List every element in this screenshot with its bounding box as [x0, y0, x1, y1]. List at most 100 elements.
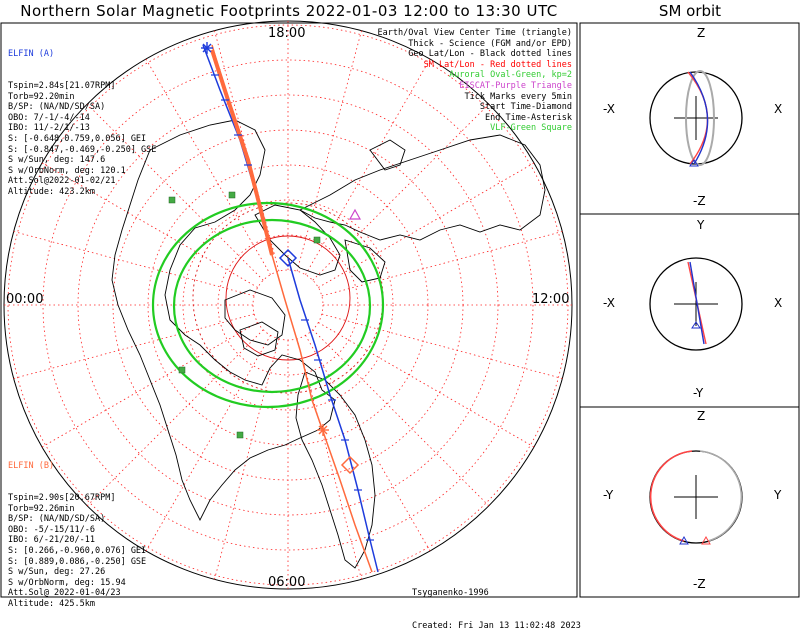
- elfin-a-line: S w/Sun, deg: 147.6: [8, 155, 106, 166]
- sm-lon-spoke: [318, 162, 535, 288]
- map-panel-frame: [0, 22, 578, 598]
- elfin-b-line: Torb=92.26min: [8, 503, 75, 514]
- orbit-xy-right: X: [774, 296, 783, 310]
- vlf-square: [178, 366, 186, 374]
- orbit-triangle: [701, 535, 711, 545]
- elfin-b-line: IBO: 6/-21/20/-11: [8, 535, 95, 546]
- credit-model: Tsyganenko-1996: [412, 588, 489, 598]
- auroral-oval: [151, 201, 385, 409]
- sm-lat-ring: [217, 234, 359, 376]
- orbit-yz-top: Z: [697, 409, 706, 423]
- orbit-yz-right: Y: [774, 488, 782, 502]
- orbit-panel-title: SM orbit: [658, 2, 722, 20]
- orbit-frame-xy: [579, 213, 800, 408]
- sm-lon-spoke: [296, 338, 362, 580]
- legend-entry: Thick - Science (FGM and/or EPD): [408, 38, 572, 49]
- orbit-xy-left: -X: [603, 296, 615, 310]
- auroral-oval-outer: [151, 201, 385, 409]
- continent-outlines: [111, 119, 546, 569]
- vlf-square: [168, 196, 176, 204]
- satellite-tracks: [201, 42, 379, 573]
- legend-entry: VLF-Green Square: [490, 123, 572, 134]
- orbit-path-a: [689, 261, 705, 345]
- sm-lon-spoke: [41, 322, 258, 448]
- vlf-square: [236, 431, 244, 439]
- elfin-b-line: Tspin=2.90s[20.67RPM]: [8, 492, 116, 503]
- orbit-xz-right: X: [774, 102, 783, 116]
- legend-entry: Auroral Oval-Green, kp=2: [449, 70, 572, 81]
- sm-lon-spoke: [86, 329, 264, 507]
- orbit-xy-top: Y: [697, 218, 705, 232]
- hour-label-left: 00:00: [6, 292, 44, 307]
- sm-lat-ring: [112, 129, 464, 481]
- elfin-b-info: ELFIN (B) Tspin=2.90s[20.67RPM] Torb=92.2…: [8, 440, 146, 620]
- hour-label-right: 12:00: [532, 292, 570, 307]
- footprint-plot: [0, 20, 800, 598]
- orbit-path-b: [685, 70, 715, 166]
- orbit-frame-yz: [579, 406, 800, 598]
- sm-lon-spoke: [13, 313, 255, 379]
- orbit-earth-circle: [649, 257, 743, 351]
- elfin-a-line: B/SP: (NA/ND/SD/SA): [8, 102, 106, 113]
- orbit-xz-left: -X: [603, 102, 615, 116]
- legend-entry: Geo Lat/Lon - Black dotted lines: [408, 49, 572, 60]
- orbit-triangle: [691, 321, 701, 329]
- hour-label-bottom: 06:00: [268, 575, 306, 590]
- sm-lon-spoke: [86, 103, 264, 281]
- legend: Earth/Oval View Center Time (triangle) Th…: [378, 28, 572, 134]
- sm-lon-spoke: [41, 162, 258, 288]
- credit-created: Created: Fri Jan 13 11:02:48 2023: [412, 621, 581, 631]
- elfin-a-line: OBO: 7/-1/-4/-14: [8, 112, 90, 123]
- elfin-b-line: Att.Sol@ 2022-01-04/23: [8, 588, 121, 599]
- vlf-square: [228, 191, 236, 199]
- elfin-b-line: OBO: -5/-15/11/-6: [8, 524, 95, 535]
- legend-entry: Tick Marks every 5min: [464, 91, 572, 102]
- orbit-plots: [649, 70, 743, 545]
- landmass: [224, 289, 286, 346]
- elfin-b-start-diamond: [340, 455, 360, 475]
- orbit-path-b: [649, 450, 693, 542]
- landmass: [299, 134, 546, 241]
- sm-lon-spoke: [214, 338, 280, 580]
- legend-entry: Start Time-Diamond: [479, 102, 572, 113]
- elfin-a-line: Att.Sol@2022-01-02/21: [8, 176, 116, 187]
- elfin-a-lines: Tspin=2.84s[21.07RPM] Torb=92.20min B/SP: …: [8, 81, 156, 198]
- sm-lon-spoke: [145, 335, 271, 552]
- orbit-yz-left: -Y: [603, 488, 614, 502]
- sm-lat-ring: [252, 269, 324, 341]
- elfin-a-info: ELFIN (A) Tspin=2.84s[21.07RPM] Torb=92.2…: [8, 28, 156, 208]
- elfin-a-line: S: [-0.648,0.759,0.056] GEI: [8, 133, 147, 144]
- legend-entry: Earth/Oval View Center Time (triangle): [377, 28, 572, 38]
- sm-lon-spoke: [318, 322, 535, 448]
- elfin-b-line: S: [0.889,0.086,-0.250] GSE: [8, 556, 147, 567]
- elfin-b-end-asterisk: [318, 425, 328, 435]
- elfin-b-science-segment: [210, 49, 274, 256]
- sm-lat-ring: [77, 94, 499, 516]
- sm-lon-spoke: [214, 30, 280, 272]
- elfin-a-line: S: [-0.847,-0.469,-0.250] GSE: [8, 144, 157, 155]
- legend-entry: EISCAT-Purple Triangle: [459, 80, 572, 91]
- sm-lon-spoke: [296, 30, 362, 272]
- credit: Tsyganenko-1996 Created: Fri Jan 13 11:0…: [412, 566, 581, 643]
- elfin-b-name: ELFIN (B): [8, 461, 55, 472]
- landmass: [295, 371, 376, 569]
- hour-label-top: 18:00: [268, 26, 306, 41]
- orbit-triangle: [679, 535, 689, 545]
- orbit-path-a: [699, 450, 743, 542]
- legend-entry: End Time-Asterisk: [485, 112, 572, 123]
- sm-lat-ring: [42, 59, 534, 551]
- sm-lon-spoke: [321, 231, 563, 297]
- sm-lon-spoke: [305, 335, 431, 552]
- landmass: [369, 139, 406, 171]
- landmass: [239, 321, 279, 357]
- elfin-b-line: S w/Sun, deg: 27.26: [8, 567, 106, 578]
- elfin-a-line: Tspin=2.84s[21.07RPM]: [8, 80, 116, 91]
- elfin-b-line: S w/OrbNorm, deg: 15.94: [8, 577, 126, 588]
- elfin-b-line: S: [0.266,-0.960,0.076] GEI: [8, 545, 147, 556]
- elfin-a-start-diamond: [278, 248, 298, 268]
- sm-pole-ring: [225, 235, 351, 361]
- orbit-xy-bottom: -Y: [693, 386, 704, 400]
- elfin-a-line: S w/OrbNorm, deg: 120.1: [8, 165, 126, 176]
- elfin-a-line: IBO: 11/-2/1/-13: [8, 123, 90, 134]
- elfin-b-line: B/SP: (NA/ND/SD/SA): [8, 514, 106, 525]
